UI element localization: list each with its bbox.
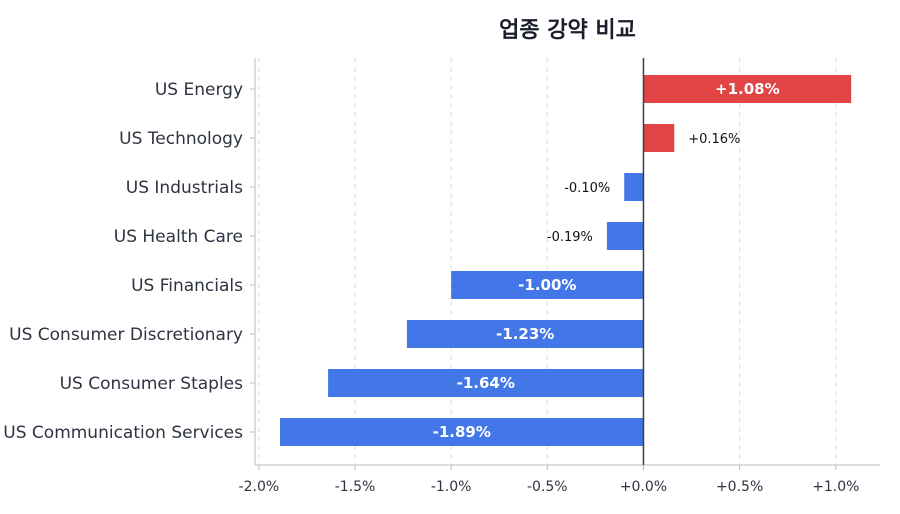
data-label: +1.08% xyxy=(715,80,780,98)
data-label: -0.19% xyxy=(547,230,593,245)
x-tick-label: +0.5% xyxy=(716,479,763,495)
category-label: US Consumer Discretionary xyxy=(9,325,243,345)
category-label: US Consumer Staples xyxy=(60,374,244,394)
category-label: US Technology xyxy=(119,129,243,149)
bar xyxy=(643,75,852,103)
data-label: -1.89% xyxy=(433,423,491,441)
category-label: US Industrials xyxy=(126,178,243,198)
bar xyxy=(328,369,644,397)
x-tick-label: -1.0% xyxy=(431,479,472,495)
x-tick-label: +1.0% xyxy=(812,479,859,495)
category-label: US Communication Services xyxy=(3,423,243,443)
bar xyxy=(451,271,644,299)
category-label: US Financials xyxy=(131,276,243,296)
x-tick-label: -0.5% xyxy=(527,479,568,495)
data-label: -1.00% xyxy=(518,276,576,294)
data-label: +0.16% xyxy=(688,132,740,147)
x-tick-label: -2.0% xyxy=(239,479,280,495)
category-label: US Health Care xyxy=(114,227,243,247)
chart-title: 업종 강약 비교 xyxy=(499,18,636,43)
bar xyxy=(624,173,644,201)
bar xyxy=(606,222,644,250)
category-label: US Energy xyxy=(155,80,243,100)
bar xyxy=(643,124,675,152)
data-label: -1.64% xyxy=(457,374,515,392)
x-tick-label: +0.0% xyxy=(620,479,667,495)
x-tick-label: -1.5% xyxy=(335,479,376,495)
bar xyxy=(280,418,644,446)
data-label: -0.10% xyxy=(564,181,610,196)
bar xyxy=(406,320,644,348)
data-label: -1.23% xyxy=(496,325,554,343)
